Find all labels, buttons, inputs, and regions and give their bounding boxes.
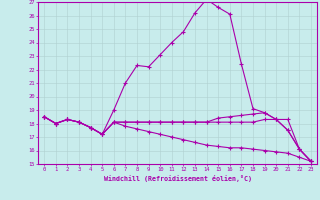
X-axis label: Windchill (Refroidissement éolien,°C): Windchill (Refroidissement éolien,°C) xyxy=(104,175,252,182)
